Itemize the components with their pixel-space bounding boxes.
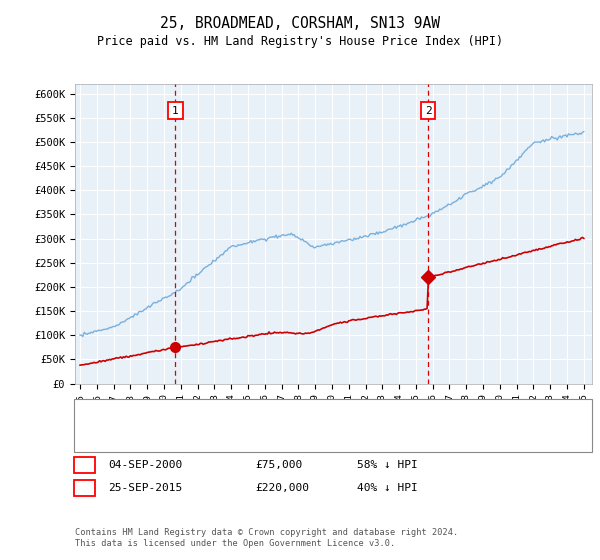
Text: 58% ↓ HPI: 58% ↓ HPI <box>357 460 418 470</box>
Text: £220,000: £220,000 <box>255 483 309 493</box>
Text: 25, BROADMEAD, CORSHAM, SN13 9AW (detached house): 25, BROADMEAD, CORSHAM, SN13 9AW (detach… <box>120 408 426 418</box>
Text: Contains HM Land Registry data © Crown copyright and database right 2024.
This d: Contains HM Land Registry data © Crown c… <box>75 528 458 548</box>
Text: 1: 1 <box>172 106 179 115</box>
Text: Price paid vs. HM Land Registry's House Price Index (HPI): Price paid vs. HM Land Registry's House … <box>97 35 503 48</box>
Text: 25-SEP-2015: 25-SEP-2015 <box>108 483 182 493</box>
Text: 2: 2 <box>81 483 88 493</box>
Text: 1: 1 <box>81 460 88 470</box>
Text: 2: 2 <box>425 106 431 115</box>
Text: 04-SEP-2000: 04-SEP-2000 <box>108 460 182 470</box>
Text: £75,000: £75,000 <box>255 460 302 470</box>
Text: 25, BROADMEAD, CORSHAM, SN13 9AW: 25, BROADMEAD, CORSHAM, SN13 9AW <box>160 16 440 31</box>
Text: HPI: Average price, detached house, Wiltshire: HPI: Average price, detached house, Wilt… <box>120 433 401 443</box>
Text: 40% ↓ HPI: 40% ↓ HPI <box>357 483 418 493</box>
